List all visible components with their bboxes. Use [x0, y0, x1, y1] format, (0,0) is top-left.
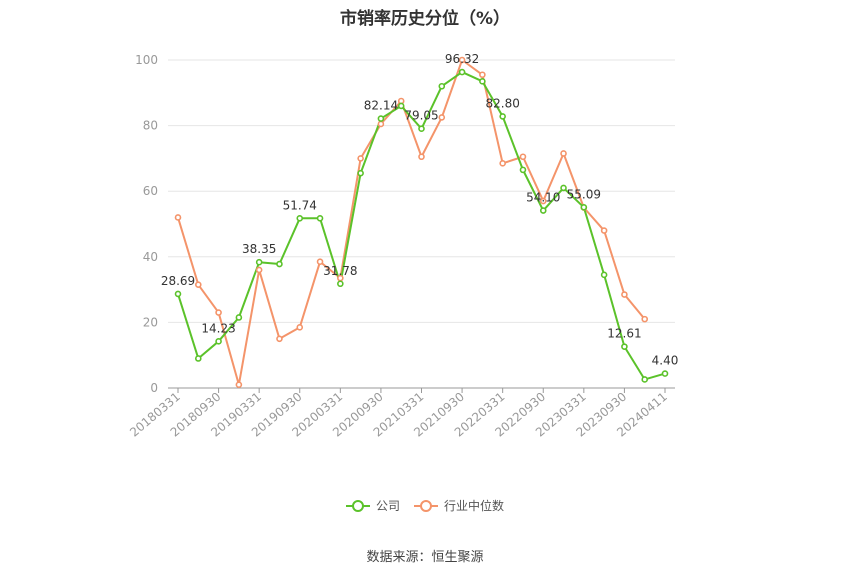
data-point-industry-median [539, 197, 547, 205]
data-label: 54.10 [526, 191, 560, 205]
data-point-company [296, 214, 304, 222]
y-tick-label: 100 [135, 53, 158, 67]
chart-title: 市销率历史分位（%） [339, 9, 511, 29]
legend-label: 行业中位数 [444, 499, 505, 513]
data-point-industry-median [316, 258, 324, 266]
data-point-company [316, 214, 324, 222]
data-label: 38.35 [242, 242, 276, 256]
data-point-industry-median [641, 315, 649, 323]
data-point-company [357, 169, 364, 177]
legend: 公司 行业中位数 [0, 497, 850, 514]
y-tick-label: 80 [143, 119, 158, 133]
data-point-company [519, 166, 527, 174]
data-point-industry-median [215, 309, 222, 316]
data-point-company [479, 78, 486, 85]
data-point-company [397, 102, 405, 110]
data-label: 12.61 [607, 327, 641, 341]
data-label: 31.78 [323, 264, 357, 278]
data-point-company [215, 338, 222, 345]
data-point-industry-median [499, 160, 506, 167]
data-label: 14.23 [201, 321, 235, 335]
axes: 0204060801002018033120180930201903312019… [127, 53, 675, 440]
data-point-industry-median [377, 120, 385, 128]
data-labels: 28.69 14.23 38.35 51.74 31.78 82.14 79.05 96.32… [161, 52, 679, 367]
data-point-company [600, 271, 608, 279]
data-point-company [438, 82, 446, 90]
legend-item-industry-median[interactable]: 行业中位数 [414, 497, 504, 514]
data-point-company [377, 115, 385, 122]
data-label: 51.74 [283, 198, 317, 212]
data-point-industry-median [560, 150, 567, 157]
data-label: 4.40 [652, 354, 679, 368]
data-point-industry-median [600, 227, 608, 234]
data-label: 28.69 [161, 274, 195, 288]
y-tick-label: 20 [143, 315, 158, 329]
data-point-company [580, 204, 588, 211]
y-tick-label: 0 [150, 381, 158, 395]
data-point-industry-median [194, 281, 202, 288]
y-tick-label: 40 [143, 250, 158, 264]
data-point-industry-median [296, 324, 304, 331]
data-point-company [458, 68, 466, 76]
data-label: 55.09 [567, 187, 601, 201]
data-point-industry-median [479, 71, 486, 79]
data-label: 82.80 [485, 96, 519, 110]
data-point-industry-median [621, 291, 628, 298]
y-tick-label: 60 [143, 184, 158, 198]
legend-label: 公司 [375, 499, 400, 513]
data-label: 96.32 [445, 52, 479, 66]
data-point-company [235, 314, 243, 321]
data-point-industry-median [235, 381, 243, 389]
legend-line-marker-icon [414, 499, 438, 512]
series-line-industry-median [177, 59, 646, 386]
data-point-company [621, 343, 628, 350]
data-point-industry-median [458, 56, 466, 64]
data-point-company [276, 260, 283, 268]
data-point-company [560, 184, 567, 192]
data-points [174, 56, 669, 389]
data-label: 82.14 [364, 99, 398, 113]
data-point-industry-median [438, 114, 446, 121]
data-point-industry-median [255, 266, 263, 274]
data-point-industry-median [174, 214, 182, 221]
data-point-industry-median [357, 155, 364, 162]
data-point-company [641, 376, 649, 383]
data-point-company [418, 125, 425, 133]
data-point-company [337, 280, 344, 288]
data-source: 数据来源：恒生聚源 [366, 550, 484, 565]
data-point-industry-median [418, 153, 425, 161]
data-point-industry-median [276, 335, 283, 343]
data-point-company [255, 258, 263, 266]
data-point-industry-median [519, 153, 527, 161]
data-point-company [661, 370, 669, 377]
legend-item-company[interactable]: 公司 [345, 497, 400, 514]
data-point-company [539, 207, 547, 214]
data-point-company [174, 290, 182, 298]
legend-line-marker-icon [345, 499, 370, 512]
data-label: 79.05 [404, 109, 438, 123]
data-point-company [194, 355, 202, 362]
data-point-company [499, 113, 506, 120]
